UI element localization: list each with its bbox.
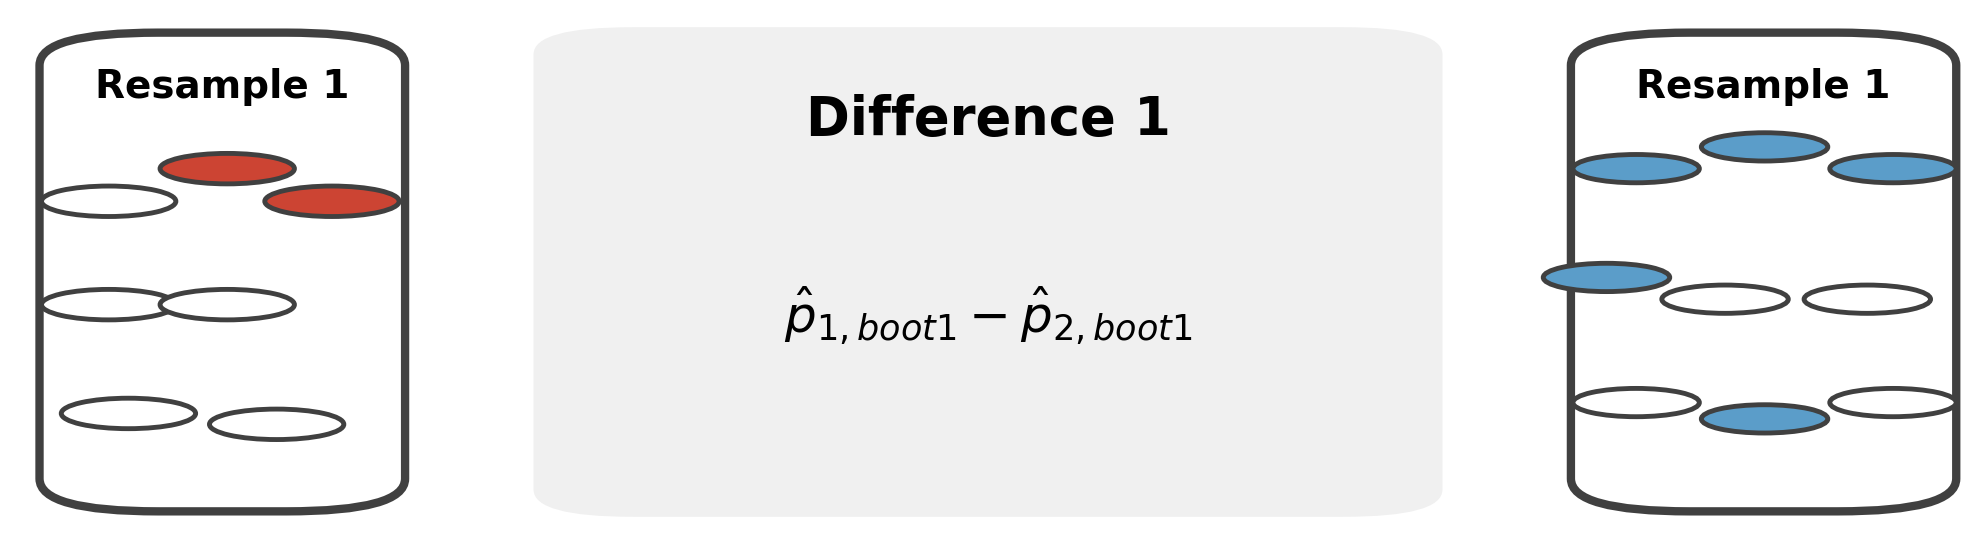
Text: Resample 1: Resample 1 — [95, 68, 350, 106]
Ellipse shape — [160, 289, 294, 320]
Ellipse shape — [1804, 285, 1931, 313]
FancyBboxPatch shape — [1571, 33, 1956, 511]
Ellipse shape — [1701, 133, 1828, 161]
Ellipse shape — [1701, 405, 1828, 433]
Ellipse shape — [1573, 154, 1699, 183]
Ellipse shape — [1573, 388, 1699, 417]
Ellipse shape — [1543, 263, 1670, 292]
Ellipse shape — [1830, 154, 1956, 183]
Ellipse shape — [265, 186, 399, 217]
Ellipse shape — [61, 398, 196, 429]
Text: Difference 1: Difference 1 — [806, 94, 1170, 146]
Ellipse shape — [1662, 285, 1788, 313]
FancyBboxPatch shape — [534, 27, 1442, 517]
Ellipse shape — [209, 409, 344, 440]
Ellipse shape — [1830, 388, 1956, 417]
Ellipse shape — [41, 289, 176, 320]
Text: $\hat{p}_{1,boot1} - \hat{p}_{2,boot1}$: $\hat{p}_{1,boot1} - \hat{p}_{2,boot1}$ — [784, 285, 1192, 347]
FancyBboxPatch shape — [40, 33, 405, 511]
Ellipse shape — [41, 186, 176, 217]
Text: Resample 1: Resample 1 — [1636, 68, 1891, 106]
Ellipse shape — [160, 153, 294, 184]
